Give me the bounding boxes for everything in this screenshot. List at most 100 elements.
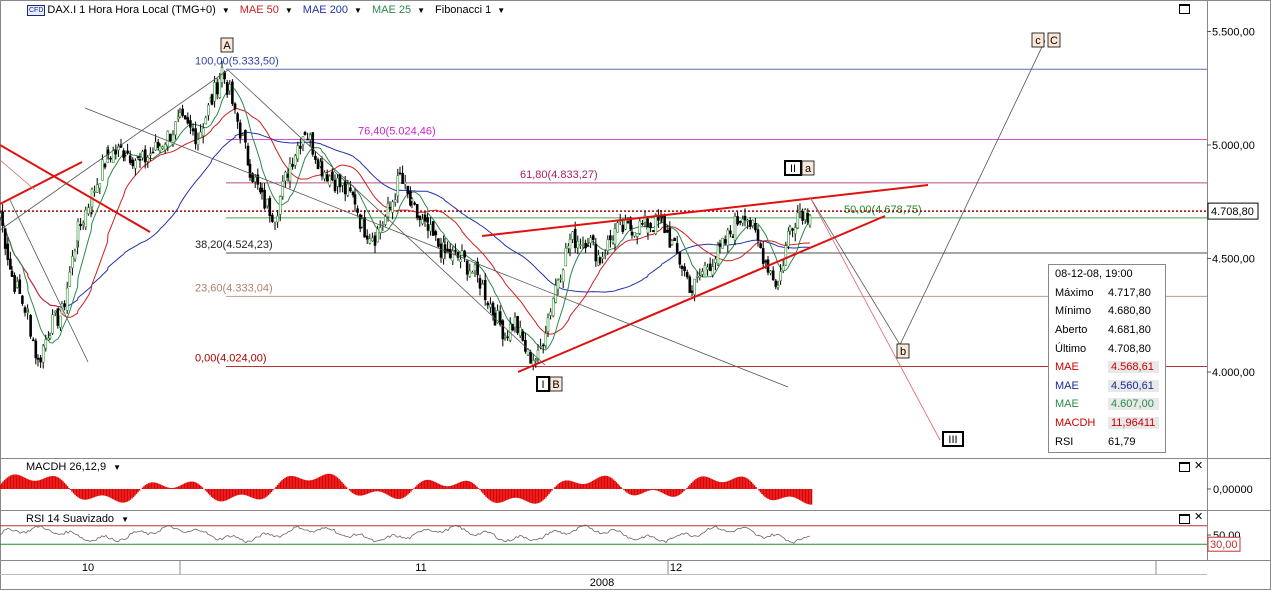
- indicator-mae25[interactable]: MAE 25 ▼: [372, 4, 425, 16]
- data-window-key: Último: [1055, 342, 1087, 355]
- macd-panel-title[interactable]: MACDH 26,12,9 ▼: [26, 461, 121, 473]
- data-window-value: 4.708,80: [1108, 342, 1151, 355]
- rsi-title-label: RSI 14 Suavizado: [26, 513, 115, 525]
- candle-body: [81, 222, 85, 226]
- candle-body: [109, 157, 112, 160]
- candle-body: [156, 142, 160, 148]
- candle-body: [241, 134, 245, 136]
- candle-body: [439, 243, 443, 258]
- candle-body: [675, 242, 679, 254]
- close-macd-icon[interactable]: ✕: [1194, 460, 1204, 472]
- candle-body: [174, 121, 177, 136]
- candle-body: [136, 156, 140, 158]
- candle-body: [18, 279, 22, 294]
- symbol-selector[interactable]: DAX.I 1 Hora Hora Local (TMG+0) ▼: [47, 4, 229, 16]
- data-window-key: MACDH: [1055, 417, 1096, 430]
- channel-line: [227, 69, 546, 366]
- mae50-line: [0, 107, 811, 335]
- candle-body: [238, 122, 242, 139]
- data-window-key: Mínimo: [1055, 305, 1092, 318]
- candle-body: [459, 258, 462, 263]
- candle-body: [323, 171, 326, 179]
- indicator-mae200[interactable]: MAE 200 ▼: [303, 4, 362, 16]
- candle-body: [233, 103, 237, 110]
- candle-body: [771, 270, 775, 281]
- x-tick-label: 10: [82, 562, 94, 574]
- candle-body: [122, 150, 125, 158]
- candle-body: [303, 131, 307, 135]
- candle-body: [451, 250, 455, 262]
- candle-body: [693, 278, 696, 295]
- close-rsi-icon[interactable]: ✕: [1194, 511, 1204, 523]
- candle-body: [406, 185, 410, 195]
- candle-body: [418, 215, 422, 220]
- candle-body: [215, 82, 219, 95]
- x-tick-label: 12: [670, 562, 682, 574]
- dropdown-arrow-icon: ▼: [284, 5, 293, 15]
- maximize-main-icon[interactable]: [1179, 4, 1190, 14]
- candle-body: [360, 218, 364, 228]
- candle-body: [481, 283, 484, 285]
- fib-level-label: 23,60(4.333,04): [195, 282, 273, 294]
- candle-body: [143, 149, 147, 163]
- wave-label: B: [552, 379, 559, 391]
- wave-label-box: [784, 160, 802, 176]
- candle-body: [609, 235, 612, 241]
- data-window-key: Aberto: [1055, 324, 1088, 337]
- candle-body: [431, 221, 435, 236]
- chart-toolbar: CFD DAX.I 1 Hora Hora Local (TMG+0) ▼ MA…: [0, 0, 515, 20]
- candle-body: [698, 275, 702, 278]
- rsi-line: [0, 524, 811, 544]
- candle-body: [196, 139, 200, 146]
- candle-body: [643, 215, 647, 223]
- candle-body: [541, 344, 545, 347]
- candle-body: [476, 261, 479, 276]
- candle-body: [331, 171, 334, 181]
- candle-body: [729, 230, 732, 235]
- candle-body: [498, 311, 502, 325]
- candle-body: [73, 250, 77, 260]
- candle-body: [161, 146, 164, 149]
- candle-body: [111, 150, 115, 163]
- candle-body: [166, 130, 170, 147]
- candle-body: [613, 228, 617, 245]
- candle-body: [284, 171, 287, 182]
- candle-body: [690, 290, 694, 293]
- maximize-macd-icon[interactable]: [1179, 462, 1190, 472]
- candle-body: [673, 237, 676, 242]
- candle-body: [210, 94, 214, 105]
- maximize-rsi-icon[interactable]: [1179, 514, 1190, 524]
- candle-body: [701, 271, 704, 275]
- data-window-row: RSI 61,79: [1049, 432, 1165, 451]
- candle-body: [716, 244, 720, 264]
- candle-body: [401, 173, 404, 184]
- candle-body: [506, 336, 509, 339]
- candle-body: [801, 211, 804, 221]
- candle-body: [415, 203, 419, 218]
- candle-body: [346, 183, 350, 196]
- candle-body: [47, 337, 50, 341]
- macd-zero-label: 0,00000: [1213, 484, 1253, 496]
- candle-body: [456, 251, 460, 258]
- candle-body: [516, 316, 519, 334]
- candle-body: [87, 207, 90, 215]
- mae25-label: MAE 25: [371, 4, 412, 16]
- candle-body: [688, 276, 692, 293]
- date-value: 08-12-08, 19:00: [1055, 268, 1133, 281]
- candle-body: [194, 128, 197, 145]
- wave-label: I: [541, 379, 544, 391]
- indicator-mae50[interactable]: MAE 50 ▼: [240, 4, 293, 16]
- indicator-fibonacci[interactable]: Fibonacci 1 ▼: [435, 4, 505, 16]
- candle-body: [468, 270, 472, 277]
- candle-body: [723, 239, 727, 244]
- candle-body: [721, 237, 724, 249]
- wave-label: c: [1035, 35, 1041, 47]
- candle-body: [26, 311, 30, 314]
- wave-label-box: [896, 343, 910, 359]
- candle-body: [784, 245, 788, 266]
- rsi-panel-title[interactable]: RSI 14 Suavizado ▼: [26, 513, 129, 525]
- candle-body: [539, 346, 542, 348]
- candle-body: [443, 244, 447, 254]
